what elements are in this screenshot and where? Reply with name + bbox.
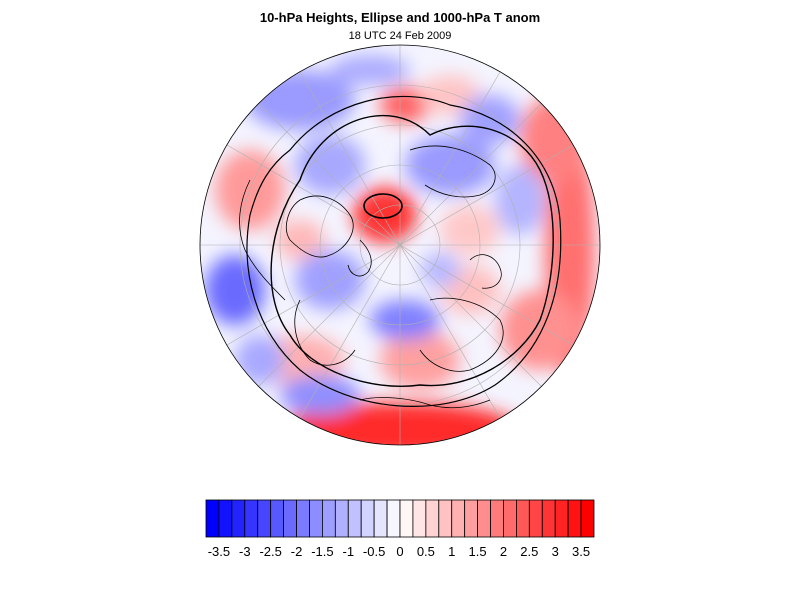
colorbar-boxes — [205, 499, 595, 538]
colorbar-box — [503, 499, 517, 538]
colorbar-labels: -3.5 -3 -2.5 -2 -1.5 -1 -0.5 0 0.5 1 1.5 2 2.5 3 3.5 — [208, 544, 590, 559]
colorbar-tick-label: 2.5 — [520, 544, 538, 559]
colorbar-tick-label: 3 — [552, 544, 559, 559]
colorbar-box — [567, 499, 582, 538]
colorbar-tick-label: 2 — [500, 544, 507, 559]
colorbar-box — [451, 499, 466, 538]
colorbar-tick-label: -1 — [342, 544, 354, 559]
colorbar-box — [270, 499, 285, 538]
colorbar-box — [360, 499, 375, 538]
height-contour-inner — [270, 114, 554, 387]
colorbar-box — [218, 499, 233, 538]
colorbar-box — [399, 499, 414, 538]
graticule — [200, 45, 600, 445]
colorbar-box — [477, 499, 491, 538]
colorbar-box — [580, 499, 595, 538]
colorbar-tick-label: -2.5 — [259, 544, 281, 559]
map-title: 10-hPa Heights, Ellipse and 1000-hPa T a… — [259, 10, 541, 25]
colorbar-box — [257, 499, 272, 538]
colorbar-box — [373, 499, 388, 538]
colorbar-box — [412, 499, 427, 538]
colorbar-tick-label: -1.5 — [311, 544, 333, 559]
colorbar-box — [554, 499, 569, 538]
colorbar-box — [205, 499, 220, 538]
map-border — [199, 44, 601, 446]
colorbar-box — [438, 499, 453, 538]
colorbar-box — [296, 499, 310, 538]
colorbar-box — [425, 499, 440, 538]
vortex-ellipse — [363, 193, 403, 219]
colorbar-tick-label: 0.5 — [417, 544, 435, 559]
colorbar-tick-label: -0.5 — [363, 544, 385, 559]
height-contour-outer — [246, 95, 562, 407]
colorbar-box — [231, 499, 246, 538]
colorbar-box — [386, 499, 401, 538]
colorbar-box — [244, 499, 259, 538]
colorbar-tick-label: -2 — [291, 544, 303, 559]
map-subtitle: 18 UTC 24 Feb 2009 — [348, 30, 452, 42]
colorbar-box — [334, 499, 349, 538]
colorbar-box — [309, 499, 323, 538]
colorbar-box — [347, 499, 362, 538]
colorbar-box — [516, 499, 530, 538]
colorbar-tick-label: 3.5 — [572, 544, 590, 559]
colorbar-box — [283, 499, 297, 538]
colorbar-tick-label: -3 — [239, 544, 251, 559]
colorbar-box — [541, 499, 556, 538]
anomaly-field — [200, 45, 600, 445]
colorbar-tick-label: 1 — [448, 544, 455, 559]
colorbar-tick-label: -3.5 — [208, 544, 230, 559]
colorbar-tick-label: 0 — [396, 544, 403, 559]
colorbar-box — [490, 499, 504, 538]
colorbar-tick-label: 1.5 — [469, 544, 487, 559]
colorbar-box — [464, 499, 479, 538]
colorbar-box — [321, 499, 336, 538]
colorbar-box — [528, 499, 543, 538]
